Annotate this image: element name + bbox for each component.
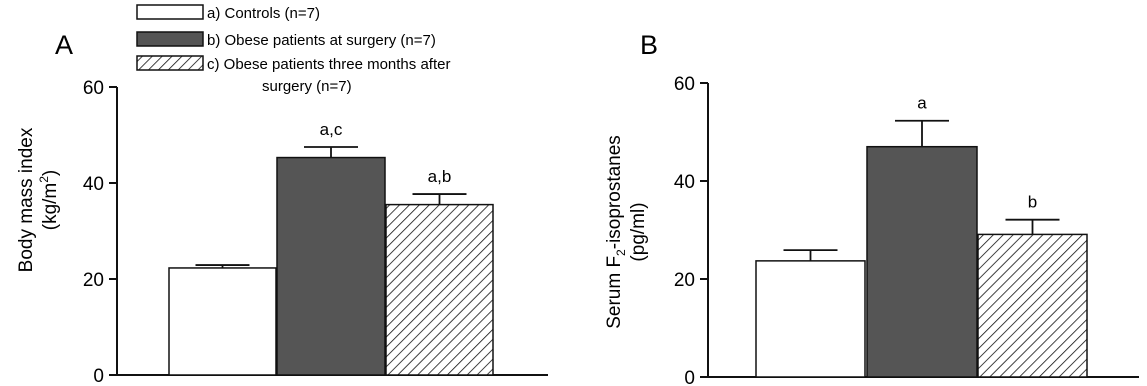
panel-a-tick-label-60: 60 — [83, 78, 104, 99]
panel-b-annotation-obese-surgery: a — [917, 94, 927, 113]
legend-label-obese-after-line2: surgery (n=7) — [262, 78, 352, 95]
legend-label-controls: a) Controls (n=7) — [207, 5, 320, 22]
panel-a-tick-label-20: 20 — [83, 270, 104, 291]
panel-a-label: A — [55, 30, 73, 60]
panel-a-annotation-obese-surgery: a,c — [320, 120, 343, 139]
panel-a-y-axis-title-line2: (kg/m2) — [37, 170, 61, 231]
panel-b-tick-label-0: 0 — [684, 368, 695, 386]
panel-a: A Body mass index (kg/m2) 0 20 40 60 a,c — [16, 30, 548, 386]
panel-b-bar-obese-surgery — [866, 145, 978, 378]
panel-b-y-axis-title-line2: (pg/ml) — [628, 202, 649, 261]
panel-a-ticks: 0 20 40 60 — [83, 78, 117, 386]
legend-swatch-obese-surgery — [136, 31, 204, 47]
legend-label-obese-surgery: b) Obese patients at surgery (n=7) — [207, 32, 436, 49]
panel-a-y-axis-title: Body mass index (kg/m2) — [16, 127, 61, 272]
legend: a) Controls (n=7) b) Obese patients at s… — [136, 4, 450, 95]
panel-b-bars: a b — [755, 94, 1088, 378]
panel-a-bars: a,c a,b — [168, 120, 494, 376]
panel-a-tick-label-0: 0 — [93, 366, 104, 386]
panel-b-tick-label-40: 40 — [674, 172, 695, 193]
legend-swatch-controls — [136, 4, 204, 20]
panel-a-bar-controls — [168, 267, 277, 376]
panel-b-bar-obese-after — [977, 233, 1088, 378]
panel-b-y-axis-title-line1: Serum F2-isoprostanes — [604, 135, 628, 329]
panel-b-tick-label-20: 20 — [674, 270, 695, 291]
panel-a-y-axis-title-line1: Body mass index — [16, 127, 37, 272]
legend-label-obese-after-line1: c) Obese patients three months after — [207, 56, 450, 73]
panel-a-tick-label-40: 40 — [83, 174, 104, 195]
panel-b-label: B — [640, 30, 658, 60]
panel-b-bar-controls — [755, 260, 866, 378]
panel-b-annotation-obese-after: b — [1028, 193, 1037, 212]
panel-b-tick-label-60: 60 — [674, 74, 695, 95]
panel-a-bar-obese-after — [385, 203, 494, 376]
panel-a-annotation-obese-after: a,b — [428, 167, 452, 186]
panel-a-bar-obese-surgery — [276, 156, 386, 376]
panel-b-ticks: 0 20 40 60 — [674, 74, 708, 386]
legend-swatch-obese-after — [136, 55, 204, 71]
panel-b-y-axis-title: Serum F2-isoprostanes (pg/ml) — [604, 135, 649, 329]
panel-b: B Serum F2-isoprostanes (pg/ml) 0 20 40 … — [604, 30, 1139, 386]
